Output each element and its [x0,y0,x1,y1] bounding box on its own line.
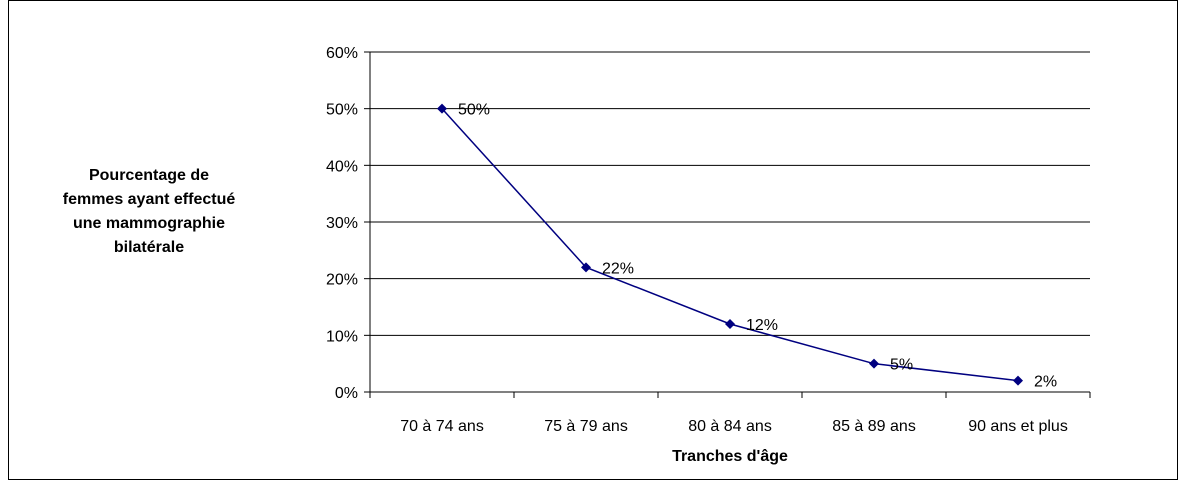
y-tick-labels: 0% 10% 20% 30% 40% 50% 60% [326,45,358,402]
x-tick-labels: 70 à 74 ans 75 à 79 ans 80 à 84 ans 85 à 89… [400,418,1068,435]
data-label: 50% [458,102,490,119]
data-series [437,103,1023,386]
x-tick-label: 80 à 84 ans [688,418,772,435]
grid-lines [370,51,1090,336]
series-line [441,108,1019,382]
y-tick-label: 60% [326,45,358,62]
y-tick-label: 20% [326,272,358,289]
data-label: 5% [890,357,913,374]
data-point [869,358,879,369]
line-chart: 0% 10% 20% 30% 40% 50% 60% 70 à 74 ans 75 à 79 … [326,45,1091,465]
axes [364,51,1091,398]
y-tick-label: 10% [326,328,358,345]
x-axis-label: Tranches d'âge [672,448,788,465]
y-tick-label: 50% [326,102,358,119]
data-label: 22% [602,260,634,277]
data-labels: 50% 22% 12% 5% 2% [458,102,1057,391]
data-point [581,262,591,273]
data-label: 12% [746,317,778,334]
x-tick-label: 85 à 89 ans [832,418,916,435]
data-point [437,103,447,114]
x-tick-label: 75 à 79 ans [544,418,628,435]
data-point [725,319,735,329]
x-tick-label: 90 ans et plus [968,418,1068,435]
x-tick-label: 70 à 74 ans [400,418,484,435]
data-point [1013,375,1023,386]
y-axis-label: Pourcentage de femmes ayant effectué une… [62,167,236,256]
data-label: 2% [1034,374,1057,391]
y-tick-label: 40% [326,158,358,175]
y-tick-label: 30% [326,215,358,232]
y-tick-label: 0% [335,385,358,402]
